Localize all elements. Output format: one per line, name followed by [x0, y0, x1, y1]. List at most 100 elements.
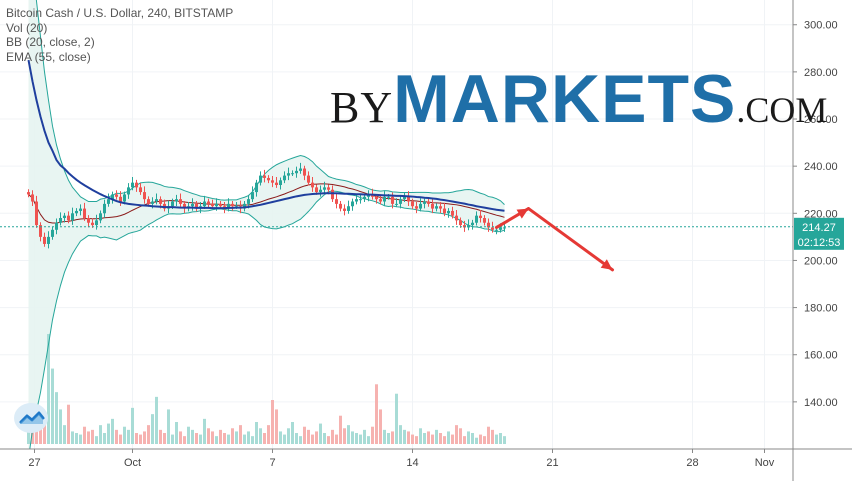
volume-bar: [59, 409, 62, 444]
volume-bar: [343, 428, 346, 444]
volume-bar: [31, 429, 34, 444]
volume-bar: [323, 433, 326, 444]
candle-body: [79, 208, 82, 211]
volume-bar: [215, 436, 218, 444]
volume-bar: [355, 433, 358, 444]
candle-body: [259, 175, 262, 183]
candle-body: [39, 225, 42, 237]
volume-bar: [499, 433, 502, 444]
volume-bar: [439, 433, 442, 444]
volume-bar: [195, 433, 198, 444]
candle-body: [171, 201, 174, 207]
volume-bar: [271, 400, 274, 444]
candle-body: [303, 168, 306, 176]
candle-body: [331, 189, 334, 200]
candle-body: [463, 225, 466, 228]
watermark-com: .COM: [736, 90, 828, 130]
volume-bar: [199, 434, 202, 444]
volume-bar: [407, 431, 410, 444]
volume-bar: [295, 433, 298, 444]
y-tick-label: 260.00: [804, 114, 838, 126]
candle-body: [383, 196, 386, 202]
volume-bar: [183, 436, 186, 444]
candle-body: [327, 187, 330, 190]
volume-bar: [395, 393, 398, 444]
trend-logo-icon[interactable]: [14, 403, 48, 433]
candle-body: [427, 201, 430, 204]
legend-bb[interactable]: BB (20, close, 2): [6, 35, 95, 49]
x-tick-label: 7: [269, 457, 275, 469]
candle-body: [119, 196, 122, 202]
volume-bar: [275, 409, 278, 444]
legend-symbol[interactable]: Bitcoin Cash / U.S. Dollar, 240, BITSTAM…: [6, 6, 234, 20]
candle-body: [459, 220, 462, 226]
candle-body: [431, 203, 434, 209]
volume-bar: [115, 429, 118, 444]
candle-body: [419, 203, 422, 209]
candle-body: [179, 199, 182, 204]
volume-bar: [347, 425, 350, 444]
candle-body: [447, 210, 450, 214]
volume-bar: [427, 431, 430, 444]
candle-body: [275, 182, 278, 186]
volume-bar: [463, 436, 466, 444]
x-tick-label: 28: [686, 457, 698, 469]
y-tick-label: 240.00: [804, 161, 838, 173]
candle-body: [323, 187, 326, 190]
candle-body: [71, 213, 74, 221]
candle-body: [267, 177, 270, 181]
candle-body: [475, 215, 478, 223]
trend-logo-glyph: [19, 411, 45, 424]
volume-bar: [251, 436, 254, 444]
volume-bar: [39, 423, 42, 444]
candle-body: [203, 201, 206, 207]
candle-body: [423, 201, 426, 204]
candle-body: [407, 196, 410, 202]
candle-body: [155, 199, 158, 202]
volume-bar: [63, 425, 66, 444]
volume-bar: [95, 436, 98, 444]
candle-body: [335, 199, 338, 204]
candle-body: [339, 203, 342, 209]
candle-body: [299, 168, 302, 171]
volume-bar: [303, 426, 306, 444]
y-tick-label: 200.00: [804, 255, 838, 267]
legend-ema[interactable]: EMA (55, close): [6, 49, 91, 64]
volume-bar: [431, 434, 434, 444]
legend-vol[interactable]: Vol (20): [6, 20, 48, 35]
volume-bar: [207, 428, 210, 444]
volume-bar: [35, 428, 38, 444]
candle-body: [87, 218, 90, 223]
y-tick-label: 180.00: [804, 303, 838, 315]
volume-bar: [379, 409, 382, 444]
candle-body: [375, 196, 378, 200]
volume-bar: [283, 434, 286, 444]
candle-body: [147, 199, 150, 204]
candle-body: [363, 196, 366, 200]
volume-bar: [339, 415, 342, 444]
candle-body: [159, 199, 162, 204]
candle-body: [183, 203, 186, 209]
x-tick-label: 21: [546, 457, 558, 469]
watermark-logo: BYMARKETS.COM: [330, 60, 827, 138]
volume-bar: [503, 436, 506, 444]
annotation-arrow[interactable]: [527, 207, 614, 272]
candle-body: [439, 206, 442, 209]
candle-body: [211, 203, 214, 207]
candle-body: [347, 206, 350, 211]
candle-body: [271, 180, 274, 183]
volume-bar: [119, 434, 122, 444]
volume-bar: [327, 436, 330, 444]
candle-body: [311, 182, 314, 188]
ema-line: [27, 59, 505, 212]
volume-bar: [131, 407, 134, 444]
volume-bar: [319, 423, 322, 444]
volume-bar: [279, 431, 282, 444]
volume-bar: [103, 433, 106, 444]
candle-body: [75, 210, 78, 214]
volume-bar: [223, 433, 226, 444]
candle-body: [495, 229, 498, 231]
volume-bar: [351, 431, 354, 444]
